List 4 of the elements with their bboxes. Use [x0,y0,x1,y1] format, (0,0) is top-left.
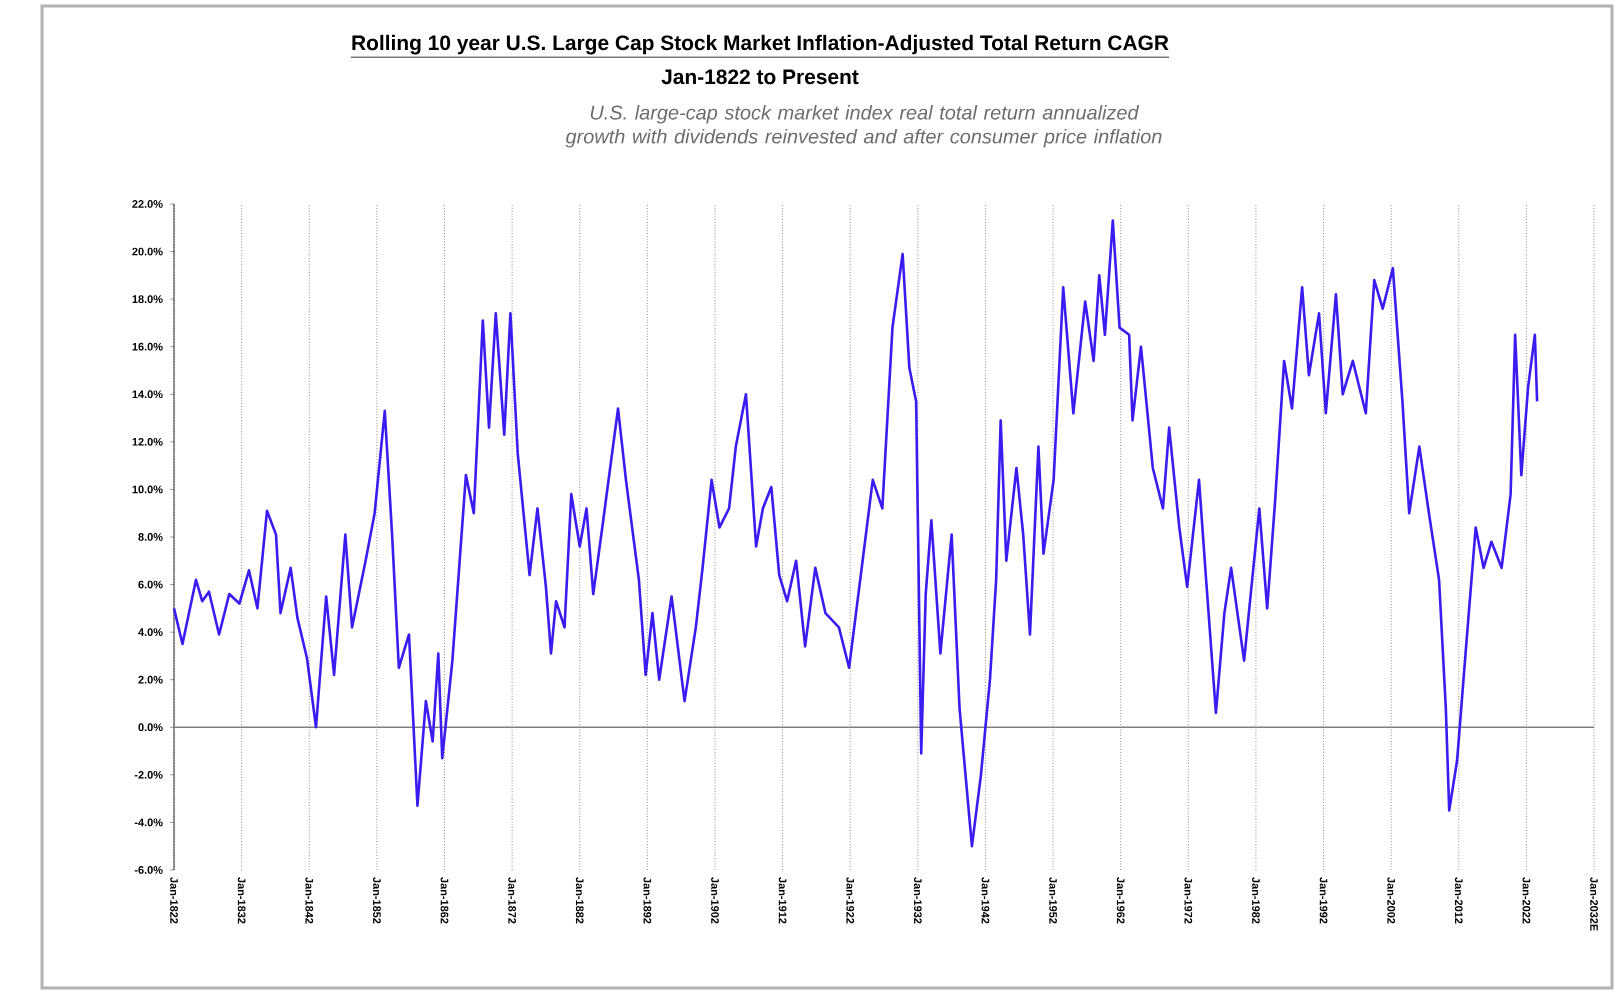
text: U.S. large-cap stock market index real total return annualized growth with dividends reinvested and after consumer price inflation [565,105,1162,148]
chart-title: Rolling 10 year U.S. Large Cap Stock Market Inflation-Adjusted Total Return CAGR [352,34,1169,55]
chart-subtitle: Jan-1822 to Present [661,69,859,85]
line-series [172,219,1539,848]
